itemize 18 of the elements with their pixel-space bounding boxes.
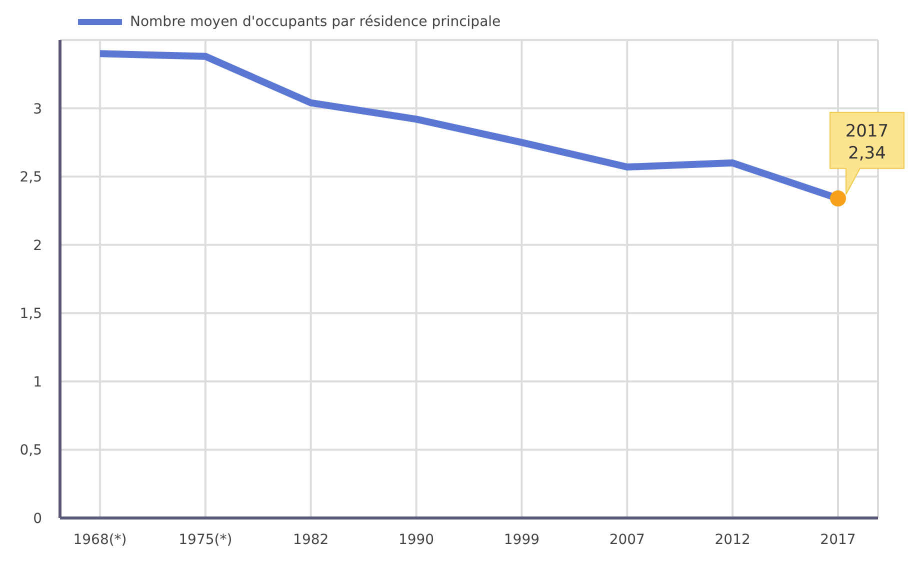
x-tick-label: 2017 xyxy=(820,532,856,548)
callout: 2017 2,34 xyxy=(830,112,904,206)
x-tick-label: 1975(*) xyxy=(178,532,232,548)
y-tick-label: 2,5 xyxy=(20,170,42,186)
y-tick-label: 1,5 xyxy=(20,306,42,322)
y-tick-label: 2 xyxy=(33,238,42,254)
x-tick-label: 1990 xyxy=(398,532,434,548)
legend-label: Nombre moyen d'occupants par résidence principale xyxy=(130,14,501,30)
x-tick-label: 2012 xyxy=(714,532,750,548)
x-tick-label: 1968(*) xyxy=(73,532,127,548)
x-tick-label: 1999 xyxy=(504,532,540,548)
annotation: 2017 2,34 xyxy=(845,121,889,164)
y-tick-label: 0,5 xyxy=(20,442,42,459)
y-tick-label: 3 xyxy=(33,101,42,118)
y-tick-label: 0 xyxy=(33,510,42,527)
y-tick-label: 1 xyxy=(33,374,42,390)
x-tick-label: 1982 xyxy=(293,532,329,548)
x-tick-label: 2007 xyxy=(609,532,645,548)
